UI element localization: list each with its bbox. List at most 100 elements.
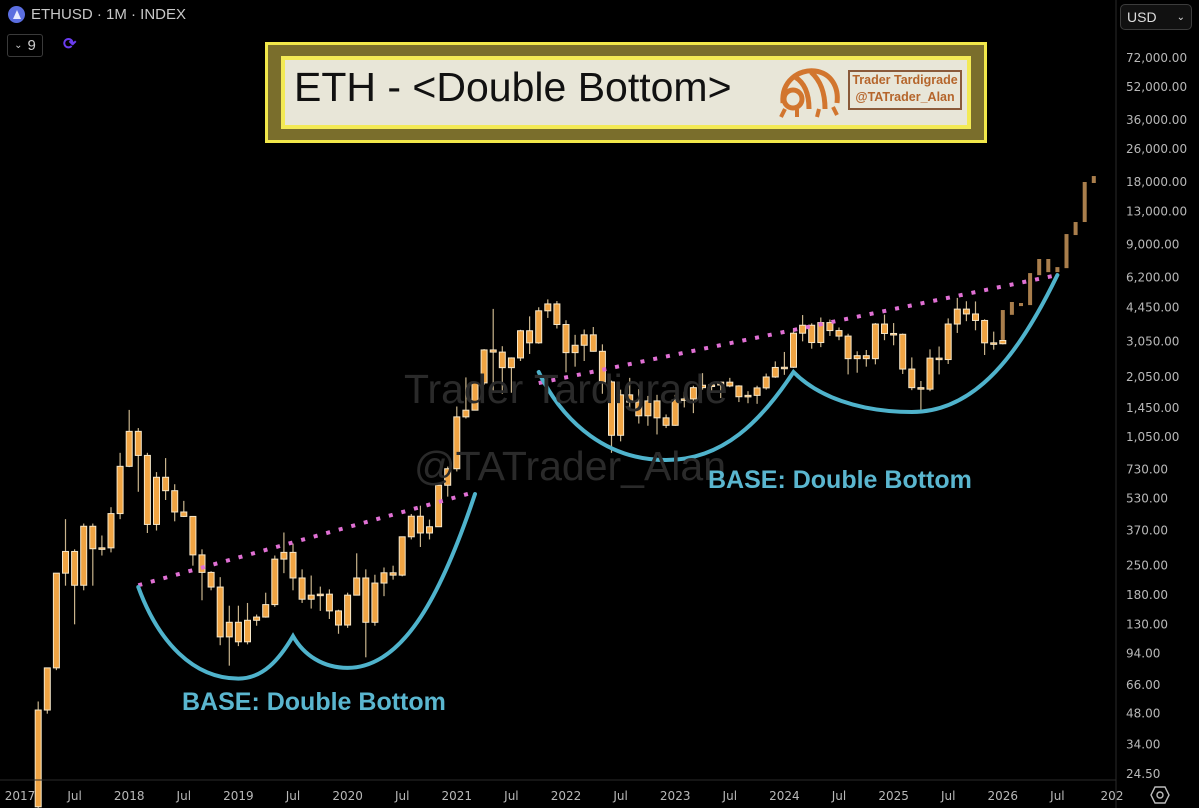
candle-body [689,387,697,400]
price-tick-label: 36,000.00 [1126,113,1187,127]
candle-body [216,586,224,638]
candle-body [617,394,625,436]
candle-body [62,550,69,574]
candle [34,701,42,808]
candle [662,414,670,429]
candle [453,406,461,472]
time-tick-label: 2024 [769,789,800,803]
candle-body [244,619,251,643]
candle-body [362,577,370,623]
candle-body [43,667,51,711]
candle [608,380,615,453]
candle [644,395,652,426]
candle-body [999,339,1007,345]
price-tick-label: 730.00 [1126,463,1168,477]
candle [43,667,51,714]
candle [89,523,97,586]
candle-body [580,334,588,346]
candle-body [353,577,361,596]
time-tick-label: 2025 [878,789,909,803]
candle-body [89,525,97,550]
settings-icon[interactable] [1150,786,1170,804]
candle [780,351,788,375]
time-tick-label: Jul [940,789,955,803]
watermark-handle: @TATrader_Alan [414,443,727,489]
price-tick-label: 34.00 [1126,738,1160,752]
candle [416,505,424,547]
candle-body [771,366,779,378]
candle [335,609,342,634]
symbol-header[interactable]: ETHUSD · 1M · INDEX [8,6,186,23]
candle-body [571,344,579,354]
candle-body [316,593,324,597]
time-axis[interactable]: 2017 Jul 2018 Jul 2019 Jul 2020 Jul 2021 Jul 2022 J… [5,789,1124,803]
candle [162,458,170,501]
brand-name: Trader Tardigrade [852,73,958,87]
candle [735,385,743,403]
candle [890,323,898,346]
candle-body [253,616,261,621]
candle-body [507,357,515,369]
candle-body [972,313,979,321]
candle [353,553,361,596]
projection-bar [1073,222,1078,236]
candle [617,389,625,442]
candle [362,569,370,658]
candle [153,472,160,531]
candle [116,452,124,520]
candle-body [435,484,443,528]
candle-body [116,465,124,515]
price-tick-label: 180.00 [1126,588,1168,602]
candle-body [180,511,188,517]
candle [899,333,907,374]
candle [316,586,324,611]
candle [671,394,679,426]
candle-body [944,323,952,361]
candle-body [717,381,725,386]
refresh-icon[interactable]: ⟳ [63,36,77,53]
price-axis[interactable]: 72,000.00 52,000.00 36,000.00 26,000.00 18,0… [1126,51,1187,781]
candle [62,519,69,586]
candle [826,319,834,336]
candle [298,569,306,603]
annotation-layer [136,273,1060,681]
base-label-1: BASE: Double Bottom [182,688,446,716]
candle-body [680,398,688,401]
candle-body [171,490,179,513]
indicators-toggle-button[interactable]: ⌄ 9 [7,34,43,57]
candle-body [871,323,879,360]
candle-body [653,400,661,419]
candle-body [271,558,279,606]
candle [280,532,288,574]
candle-body [289,551,297,579]
candle-body [298,577,306,600]
candle-body [71,550,79,586]
candle-body [598,350,606,383]
candle [589,326,597,352]
candle [344,592,352,628]
title-banner: ETH - <Double Bottom> Trader Tardigrade … [265,42,987,143]
candle [853,351,861,373]
candle [571,334,579,367]
candle [626,377,634,410]
time-tick-label: Jul [722,789,737,803]
candle-body [762,376,770,389]
price-tick-label: 24.50 [1126,767,1160,781]
candles-layer [34,297,1007,808]
candle [817,317,825,348]
candle-body [380,572,388,584]
ethereum-icon [8,6,25,23]
candle-body [635,401,643,417]
double-bottom-base-curve [536,273,1060,463]
currency-select[interactable]: USD ⌄ [1120,4,1192,30]
time-tick-label: 2021 [442,789,473,803]
candle-body [207,571,215,588]
projection-bar [1028,273,1033,306]
candle [435,484,443,528]
candle-body [708,384,716,387]
price-tick-label: 130.00 [1126,617,1168,631]
candle-body [234,621,242,643]
chevron-down-icon: ⌄ [14,40,23,51]
price-tick-label: 370.00 [1126,524,1168,538]
